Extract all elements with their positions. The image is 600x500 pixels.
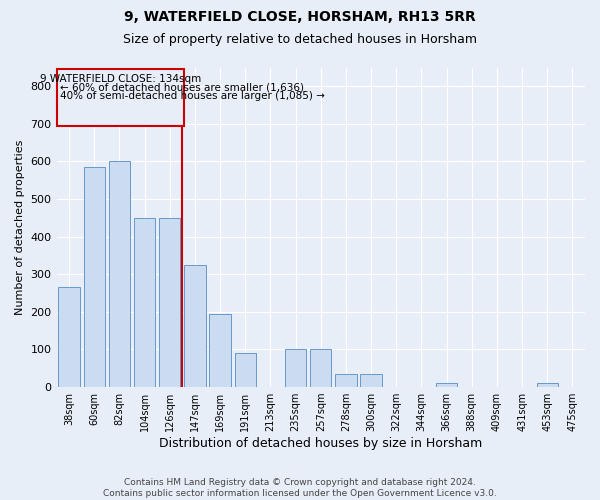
X-axis label: Distribution of detached houses by size in Horsham: Distribution of detached houses by size … xyxy=(159,437,482,450)
Text: Size of property relative to detached houses in Horsham: Size of property relative to detached ho… xyxy=(123,32,477,46)
Text: Contains HM Land Registry data © Crown copyright and database right 2024.
Contai: Contains HM Land Registry data © Crown c… xyxy=(103,478,497,498)
Text: 40% of semi-detached houses are larger (1,085) →: 40% of semi-detached houses are larger (… xyxy=(61,91,325,101)
Bar xyxy=(159,218,181,387)
Text: ← 60% of detached houses are smaller (1,636): ← 60% of detached houses are smaller (1,… xyxy=(61,82,304,92)
Bar xyxy=(235,353,256,387)
Bar xyxy=(58,288,80,387)
Text: 9, WATERFIELD CLOSE, HORSHAM, RH13 5RR: 9, WATERFIELD CLOSE, HORSHAM, RH13 5RR xyxy=(124,10,476,24)
Bar xyxy=(536,384,558,387)
Y-axis label: Number of detached properties: Number of detached properties xyxy=(15,140,25,315)
Bar xyxy=(184,265,206,387)
Bar xyxy=(335,374,356,387)
Text: 9 WATERFIELD CLOSE: 134sqm: 9 WATERFIELD CLOSE: 134sqm xyxy=(40,74,201,84)
FancyBboxPatch shape xyxy=(56,70,184,126)
Bar xyxy=(285,350,307,387)
Bar xyxy=(361,374,382,387)
Bar xyxy=(310,350,331,387)
Bar xyxy=(83,167,105,387)
Bar xyxy=(209,314,231,387)
Bar xyxy=(109,162,130,387)
Bar xyxy=(436,384,457,387)
Bar xyxy=(134,218,155,387)
